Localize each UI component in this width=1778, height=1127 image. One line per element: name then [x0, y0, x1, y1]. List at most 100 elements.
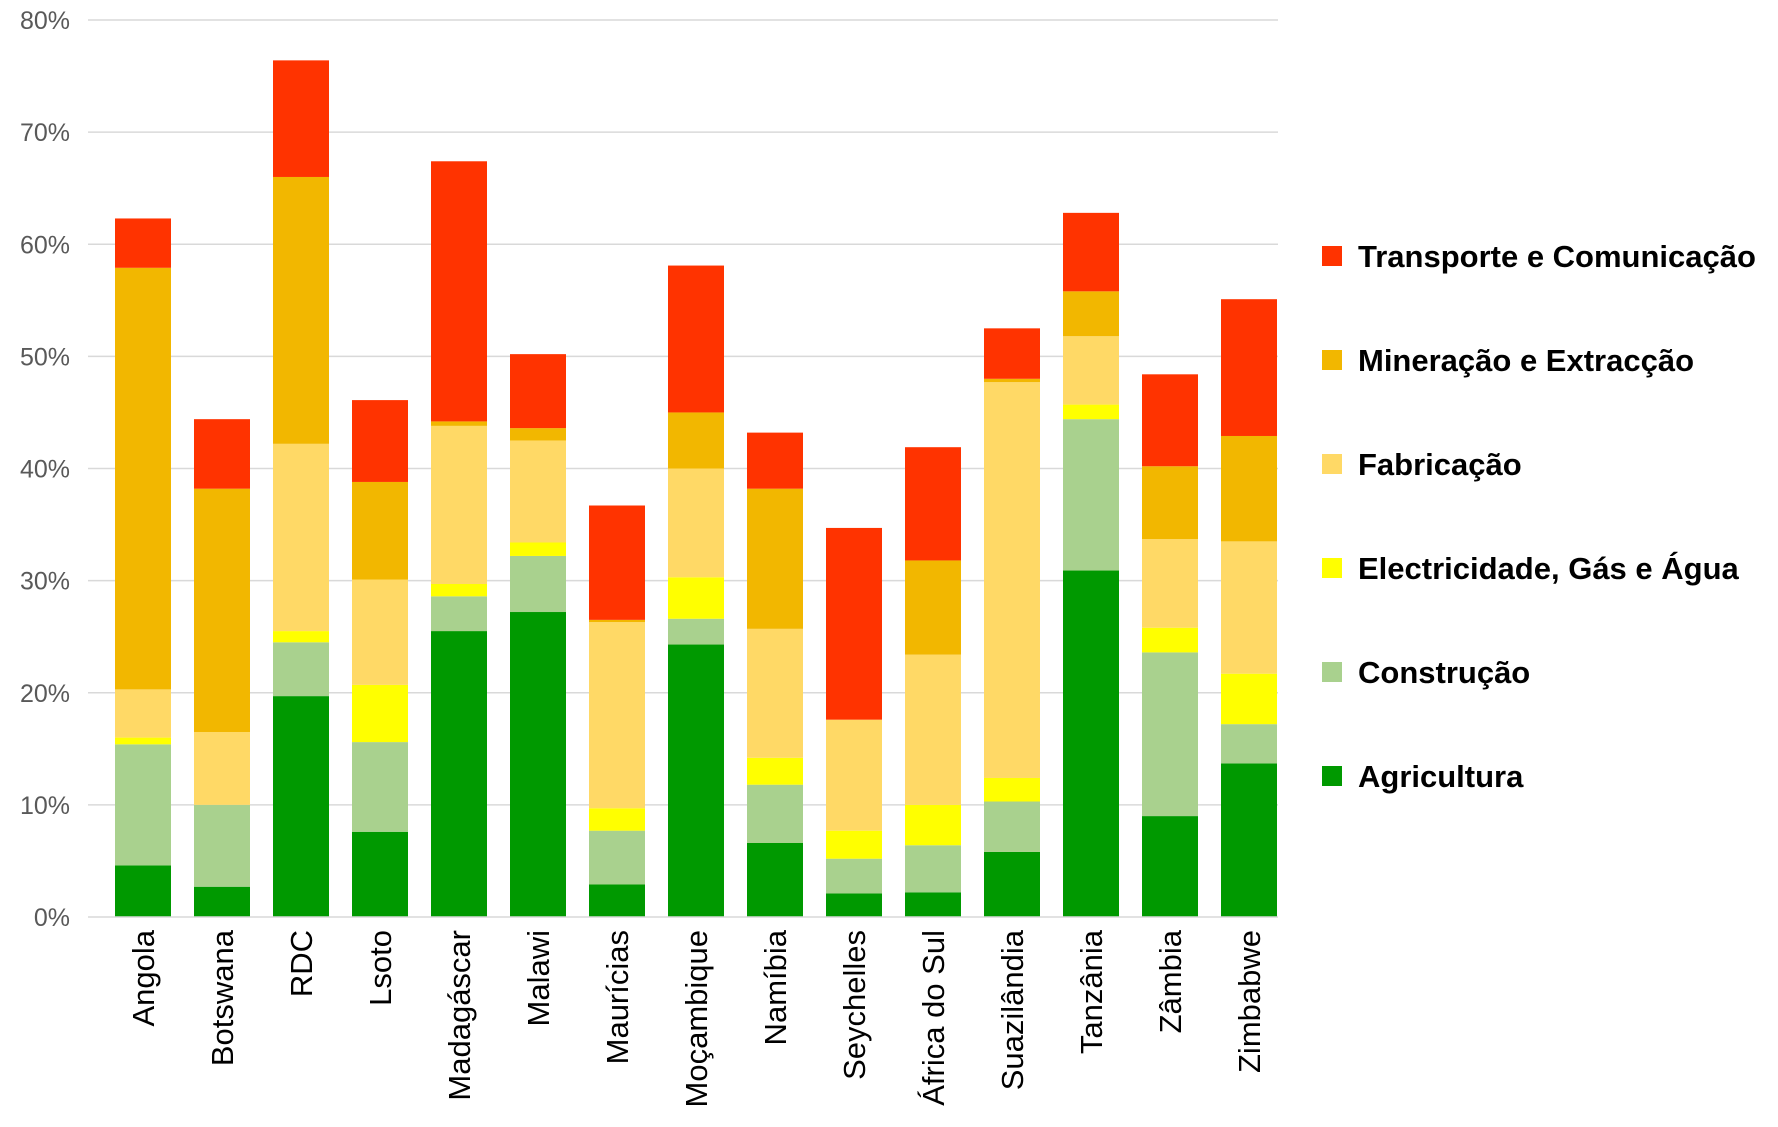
bar-segment [984, 777, 1040, 802]
x-category-label: África do Sul [916, 930, 951, 1106]
bar-segment [1221, 673, 1277, 725]
legend-label: Mineração e Extracção [1358, 343, 1694, 378]
bar-segment [668, 468, 724, 578]
bar-segment [510, 542, 566, 556]
bar-segment [589, 830, 645, 885]
bar-segment [115, 865, 171, 917]
y-tick-label: 20% [20, 680, 70, 708]
y-tick-label: 0% [34, 904, 70, 932]
x-category-label: Namíbia [758, 929, 793, 1045]
bar-segment [273, 60, 329, 177]
bar-segment [589, 622, 645, 809]
bar-segment [431, 596, 487, 632]
bar-segment [984, 378, 1040, 383]
bar-segment [905, 892, 961, 917]
bar-segment [1063, 336, 1119, 405]
bar-segment [668, 618, 724, 645]
legend-swatch [1322, 766, 1342, 786]
bar-segment [510, 428, 566, 441]
bar-segment [431, 425, 487, 584]
x-category-label: Moçambique [679, 930, 714, 1107]
bar-segment [431, 631, 487, 917]
bar-segment [115, 267, 171, 690]
bar-segment [747, 432, 803, 489]
bar-segment [352, 742, 408, 832]
bar-segment [352, 481, 408, 580]
bar-segment [826, 830, 882, 859]
bar-segment [589, 808, 645, 831]
bar-segment [273, 696, 329, 917]
legend-swatch [1322, 454, 1342, 474]
bar-segment [194, 488, 250, 732]
bar-segment [273, 642, 329, 697]
legend-label: Construção [1358, 655, 1530, 690]
bar-segment [905, 560, 961, 655]
bar-segment [115, 744, 171, 866]
bar-segment [1142, 466, 1198, 540]
bar-segment [668, 412, 724, 469]
bar-segment [273, 176, 329, 444]
bar-segment [1142, 374, 1198, 467]
bar-segment [668, 644, 724, 917]
bar-segment [747, 628, 803, 758]
bar-segment [747, 757, 803, 785]
bar-segment [510, 555, 566, 613]
bar-segment [1063, 212, 1119, 292]
bar-segment [273, 443, 329, 632]
x-category-label: Maurícias [600, 930, 635, 1064]
bar-segment [668, 577, 724, 619]
bar-segment [1221, 299, 1277, 436]
x-category-label: RDC [284, 930, 319, 997]
bars [115, 60, 1277, 917]
bar-segment [431, 583, 487, 597]
bar-segment [589, 619, 645, 623]
bar-segment [194, 419, 250, 489]
x-axis-category-labels: Angola Botswana RDC Lsoto Madagáscar Malawi Ma… [126, 929, 1267, 1107]
bar-segment [826, 719, 882, 831]
bar-segment [1221, 724, 1277, 764]
bar-segment [905, 654, 961, 805]
bar-segment [115, 218, 171, 268]
x-category-label: Zimbabwe [1232, 930, 1267, 1073]
bar-segment [905, 845, 961, 893]
bar-segment [352, 579, 408, 685]
bar-segment [1142, 539, 1198, 628]
x-category-label: Seychelles [837, 930, 872, 1080]
y-tick-label: 50% [20, 343, 70, 371]
bar-segment [905, 804, 961, 846]
x-category-label: Botswana [205, 929, 240, 1066]
bar-segment [510, 440, 566, 543]
bar-segment [431, 161, 487, 422]
bar-segment [984, 851, 1040, 917]
y-tick-label: 80% [20, 7, 70, 35]
bar-segment [747, 842, 803, 917]
bar-segment [194, 731, 250, 805]
bar-segment [984, 328, 1040, 379]
x-category-label: Madagáscar [442, 930, 477, 1101]
legend-swatch [1322, 662, 1342, 682]
y-tick-label: 40% [20, 456, 70, 484]
legend-label: Electricidade, Gás e Água [1358, 551, 1740, 586]
bar-segment [115, 737, 171, 745]
bar-segment [352, 831, 408, 917]
bar-segment [510, 354, 566, 429]
bar-segment [668, 265, 724, 413]
legend-swatch [1322, 558, 1342, 578]
bar-segment [352, 684, 408, 743]
legend-swatch [1322, 350, 1342, 370]
bar-segment [1221, 435, 1277, 542]
x-category-label: Tanzânia [1074, 929, 1109, 1054]
bar-segment [826, 527, 882, 720]
bar-segment [1063, 570, 1119, 917]
x-category-label: Suazilândia [995, 929, 1030, 1090]
x-category-label: Malawi [521, 930, 556, 1026]
bar-segment [826, 893, 882, 917]
legend-label: Transporte e Comunicação [1358, 239, 1756, 274]
bar-segment [589, 884, 645, 917]
legend: Transporte e Comunicação Mineração e Extr… [1322, 239, 1756, 794]
y-tick-label: 60% [20, 231, 70, 259]
bar-segment [747, 488, 803, 629]
bar-segment [115, 689, 171, 738]
bar-segment [273, 631, 329, 643]
